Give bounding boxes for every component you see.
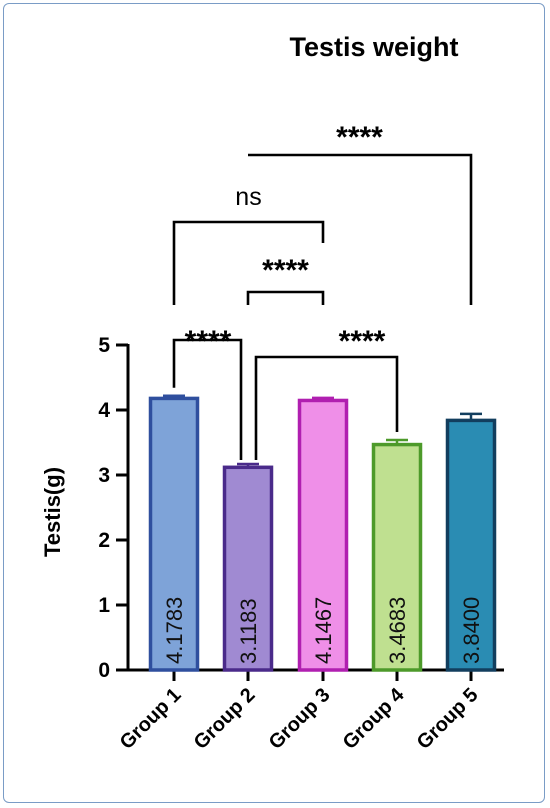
bar — [445, 418, 497, 672]
significance-label: **** — [339, 325, 386, 358]
data-label: 3.1183 — [236, 598, 261, 664]
y-tick-label: 3 — [98, 464, 110, 487]
x-tick-label: Group 4 — [339, 683, 409, 753]
y-tick-label: 5 — [98, 334, 110, 357]
data-label: 4.1783 — [162, 597, 187, 664]
significance-bracket — [172, 338, 243, 461]
data-label: 3.8400 — [459, 597, 484, 664]
x-tick-label: Group 1 — [116, 684, 186, 754]
bar — [297, 398, 349, 672]
x-tick-label: Group 5 — [413, 684, 483, 754]
figure-frame — [3, 3, 545, 803]
significance-label: **** — [262, 254, 309, 287]
significance-label: **** — [185, 325, 232, 358]
bars: 4.1783 3.1183 4.1467 3.4683 3.8400 — [148, 394, 497, 672]
y-tick-label: 1 — [98, 594, 110, 617]
significance-bracket — [172, 220, 325, 305]
significance-brackets: **** **** ns **** **** — [172, 121, 473, 461]
y-axis-label: Testis(g) — [40, 467, 65, 557]
data-label: 3.4683 — [385, 597, 410, 664]
y-tick-label: 2 — [98, 529, 110, 552]
x-tick-label: Group 3 — [265, 684, 335, 754]
data-label: 4.1467 — [311, 597, 336, 664]
y-tick-label: 4 — [98, 399, 110, 422]
x-tick-label: Group 2 — [190, 684, 260, 754]
significance-bracket — [246, 290, 325, 305]
chart-title: Testis weight — [289, 32, 458, 62]
bar — [148, 396, 200, 672]
y-tick-label: 0 — [98, 659, 110, 682]
bar — [222, 465, 274, 672]
significance-label: ns — [235, 183, 261, 211]
significance-label: **** — [336, 121, 383, 154]
significance-bracket — [248, 153, 473, 305]
significance-bracket — [254, 355, 399, 461]
